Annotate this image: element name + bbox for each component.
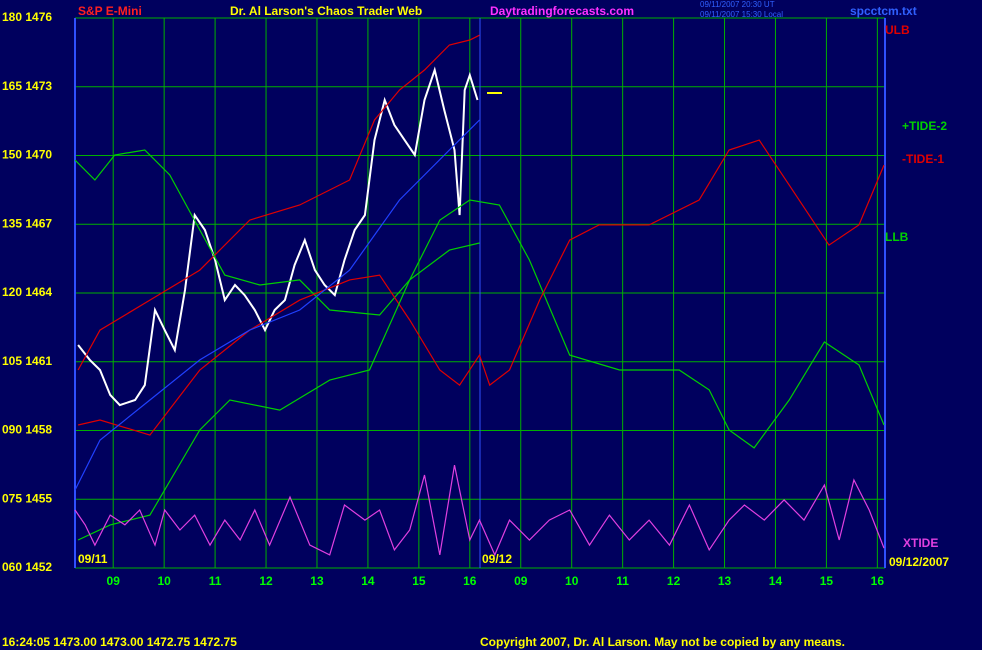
legend-label: -TIDE-1 xyxy=(902,152,944,166)
time-stamp: 09/11/2007 15:30 Local xyxy=(700,10,783,19)
y-tick-label: 135 1467 xyxy=(2,216,52,230)
series-line xyxy=(74,464,885,557)
legend-label: XTIDE xyxy=(903,536,938,550)
x-tick-label: 13 xyxy=(310,574,324,588)
legend-label: LLB xyxy=(885,230,909,244)
date-label: 09/12/2007 xyxy=(889,555,949,569)
x-tick-label: 14 xyxy=(769,574,783,588)
x-tick-label: 10 xyxy=(157,574,171,588)
copyright: Copyright 2007, Dr. Al Larson. May not b… xyxy=(480,635,845,649)
x-tick-label: 11 xyxy=(616,574,629,588)
y-tick-label: 105 1461 xyxy=(2,354,52,368)
date-label: 09/12 xyxy=(482,552,512,566)
file-name: spcctcm.txt xyxy=(850,4,917,18)
legend-label: ULB xyxy=(885,23,910,37)
time-stamp: 09/11/2007 20:30 UT xyxy=(700,0,775,9)
legend-label: S&P E-Mini xyxy=(78,4,142,18)
series-line xyxy=(77,242,480,541)
y-tick-label: 060 1452 xyxy=(2,560,52,574)
y-tick-label: 090 1458 xyxy=(2,423,52,437)
series-line xyxy=(74,119,480,491)
x-tick-label: 15 xyxy=(820,574,834,588)
x-tick-label: 10 xyxy=(565,574,579,588)
x-tick-label: 11 xyxy=(209,574,222,588)
series-line xyxy=(74,149,885,449)
x-tick-label: 09 xyxy=(514,574,528,588)
y-tick-label: 075 1455 xyxy=(2,491,52,505)
x-tick-label: 12 xyxy=(667,574,681,588)
x-tick-label: 09 xyxy=(107,574,121,588)
x-tick-label: 16 xyxy=(463,574,477,588)
x-tick-label: 14 xyxy=(361,574,375,588)
series-line xyxy=(77,66,479,407)
series-line xyxy=(77,34,480,371)
x-tick-label: 16 xyxy=(871,574,885,588)
x-tick-label: 15 xyxy=(412,574,426,588)
y-tick-label: 165 1473 xyxy=(2,79,52,93)
date-label: 09/11 xyxy=(78,552,108,566)
status-line: 16:24:05 1473.00 1473.00 1472.75 1472.75 xyxy=(2,635,237,649)
chart-title: Dr. Al Larson's Chaos Trader Web xyxy=(230,4,422,18)
x-tick-label: 12 xyxy=(259,574,273,588)
y-tick-label: 150 1470 xyxy=(2,148,52,162)
x-tick-label: 13 xyxy=(718,574,732,588)
y-tick-label: 120 1464 xyxy=(2,285,52,299)
y-tick-label: 180 1476 xyxy=(2,10,52,24)
site-name: Daytradingforecasts.com xyxy=(490,4,634,18)
legend-label: +TIDE-2 xyxy=(902,119,947,133)
